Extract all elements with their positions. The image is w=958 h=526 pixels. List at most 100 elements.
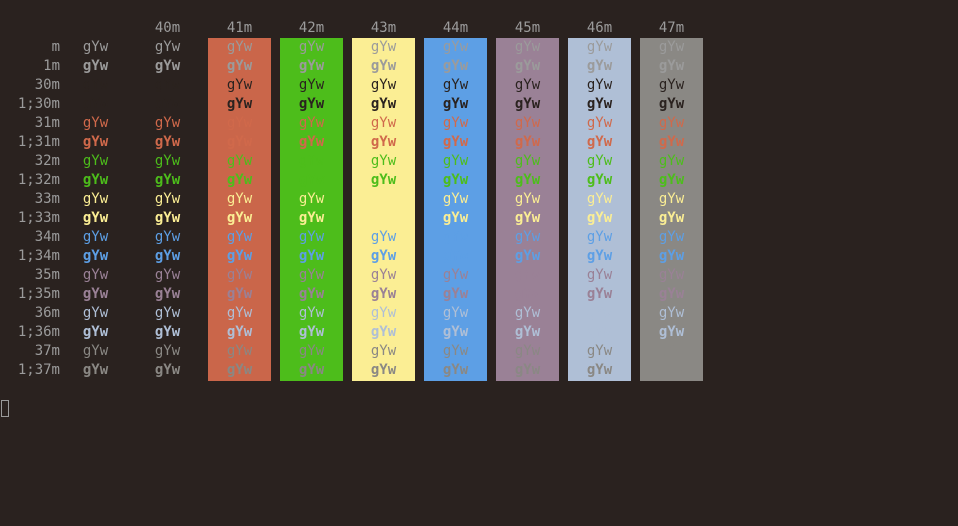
color-sample: gYw bbox=[658, 229, 685, 245]
color-sample: gYw bbox=[298, 58, 325, 74]
color-sample: gYw bbox=[442, 172, 469, 188]
color-sample: gYw bbox=[82, 229, 109, 245]
background-block-42m bbox=[280, 38, 343, 381]
color-sample: gYw bbox=[82, 153, 109, 169]
row-label: 1;33m bbox=[17, 210, 60, 226]
color-sample: gYw bbox=[154, 343, 181, 359]
color-sample: gYw bbox=[370, 286, 397, 302]
color-sample: gYw bbox=[514, 210, 541, 226]
color-sample: gYw bbox=[370, 134, 397, 150]
color-sample: gYw bbox=[82, 58, 109, 74]
color-sample: gYw bbox=[658, 343, 685, 359]
color-sample: gYw bbox=[154, 286, 181, 302]
column-header-45m: 45m bbox=[514, 20, 541, 36]
color-sample: gYw bbox=[154, 172, 181, 188]
color-sample: gYw bbox=[298, 286, 325, 302]
color-sample: gYw bbox=[298, 153, 325, 169]
row-label: 36m bbox=[34, 305, 60, 321]
color-sample: gYw bbox=[514, 172, 541, 188]
color-sample: gYw bbox=[154, 39, 181, 55]
color-sample: gYw bbox=[514, 115, 541, 131]
color-sample: gYw bbox=[82, 267, 109, 283]
color-sample: gYw bbox=[82, 115, 109, 131]
color-sample: gYw bbox=[370, 248, 397, 264]
color-sample: gYw bbox=[298, 343, 325, 359]
row-label: 32m bbox=[34, 153, 60, 169]
background-block-47m bbox=[640, 38, 703, 381]
color-sample: gYw bbox=[658, 362, 685, 378]
color-sample: gYw bbox=[226, 248, 253, 264]
color-sample: gYw bbox=[370, 362, 397, 378]
color-sample: gYw bbox=[514, 267, 541, 283]
color-sample: gYw bbox=[442, 248, 469, 264]
row-label: 1m bbox=[43, 58, 60, 74]
color-sample: gYw bbox=[226, 191, 253, 207]
color-sample: gYw bbox=[82, 286, 109, 302]
color-sample: gYw bbox=[154, 115, 181, 131]
color-sample: gYw bbox=[154, 134, 181, 150]
color-sample: gYw bbox=[226, 267, 253, 283]
color-sample: gYw bbox=[586, 248, 613, 264]
color-sample: gYw bbox=[82, 134, 109, 150]
column-header-47m: 47m bbox=[658, 20, 685, 36]
color-sample: gYw bbox=[298, 39, 325, 55]
color-sample: gYw bbox=[514, 77, 541, 93]
column-header-46m: 46m bbox=[586, 20, 613, 36]
color-sample: gYw bbox=[514, 286, 541, 302]
color-sample: gYw bbox=[298, 362, 325, 378]
color-sample: gYw bbox=[442, 77, 469, 93]
color-sample: gYw bbox=[82, 39, 109, 55]
color-sample: gYw bbox=[586, 134, 613, 150]
color-sample: gYw bbox=[658, 134, 685, 150]
color-sample: gYw bbox=[442, 96, 469, 112]
row-label: 1;37m bbox=[17, 362, 60, 378]
color-sample: gYw bbox=[298, 248, 325, 264]
color-sample: gYw bbox=[82, 248, 109, 264]
row-label: m bbox=[51, 39, 60, 55]
color-sample: gYw bbox=[154, 362, 181, 378]
color-sample: gYw bbox=[442, 267, 469, 283]
color-sample: gYw bbox=[586, 362, 613, 378]
column-header-41m: 41m bbox=[226, 20, 253, 36]
color-sample: gYw bbox=[82, 343, 109, 359]
row-label: 31m bbox=[34, 115, 60, 131]
color-sample: gYw bbox=[226, 134, 253, 150]
color-sample: gYw bbox=[514, 191, 541, 207]
color-sample: gYw bbox=[226, 172, 253, 188]
color-sample: gYw bbox=[154, 267, 181, 283]
color-sample: gYw bbox=[226, 305, 253, 321]
color-sample: gYw bbox=[658, 191, 685, 207]
color-sample: gYw bbox=[658, 210, 685, 226]
color-sample: gYw bbox=[586, 210, 613, 226]
color-sample: gYw bbox=[82, 77, 109, 93]
background-block-46m bbox=[568, 38, 631, 381]
color-sample: gYw bbox=[514, 134, 541, 150]
color-sample: gYw bbox=[586, 77, 613, 93]
color-sample: gYw bbox=[226, 324, 253, 340]
color-sample: gYw bbox=[586, 286, 613, 302]
color-sample: gYw bbox=[370, 96, 397, 112]
color-sample: gYw bbox=[154, 305, 181, 321]
color-sample: gYw bbox=[298, 210, 325, 226]
color-sample: gYw bbox=[154, 77, 181, 93]
color-sample: gYw bbox=[154, 58, 181, 74]
color-sample: gYw bbox=[370, 77, 397, 93]
color-sample: gYw bbox=[154, 248, 181, 264]
color-sample: gYw bbox=[658, 324, 685, 340]
column-header-44m: 44m bbox=[442, 20, 469, 36]
color-sample: gYw bbox=[658, 267, 685, 283]
color-sample: gYw bbox=[298, 267, 325, 283]
color-sample: gYw bbox=[82, 324, 109, 340]
color-sample: gYw bbox=[586, 191, 613, 207]
color-sample: gYw bbox=[586, 153, 613, 169]
color-sample: gYw bbox=[82, 305, 109, 321]
row-label: 1;30m bbox=[17, 96, 60, 112]
color-sample: gYw bbox=[658, 39, 685, 55]
row-label: 33m bbox=[34, 191, 60, 207]
color-sample: gYw bbox=[154, 229, 181, 245]
row-label: 1;35m bbox=[17, 286, 60, 302]
color-sample: gYw bbox=[586, 39, 613, 55]
color-sample: gYw bbox=[586, 324, 613, 340]
row-label: 1;36m bbox=[17, 324, 60, 340]
